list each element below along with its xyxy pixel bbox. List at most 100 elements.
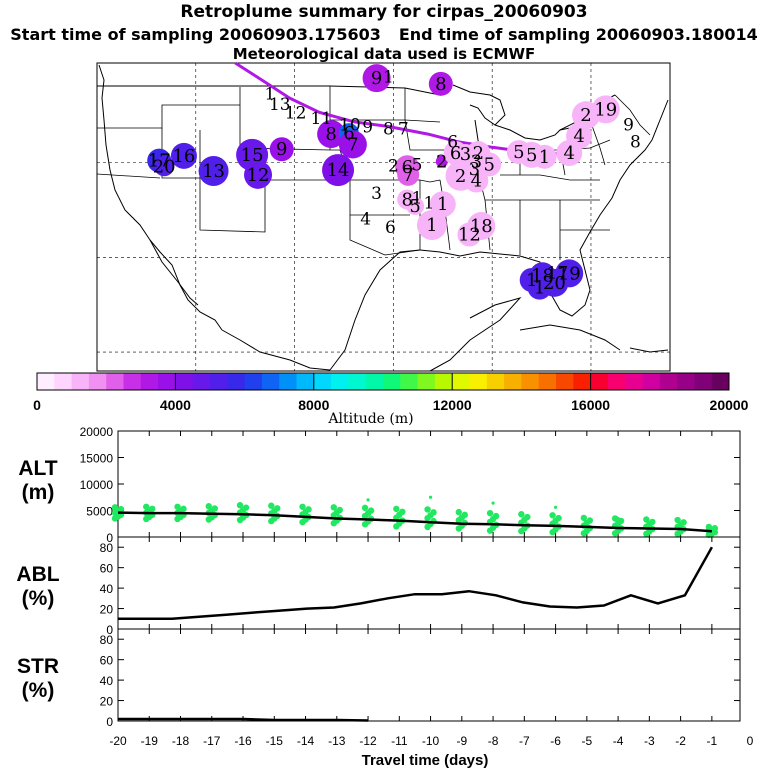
colorbar-cell — [486, 373, 505, 390]
colorbar-tick-label: 4000 — [160, 397, 191, 413]
particle-point — [555, 514, 562, 522]
particle-point — [111, 504, 119, 511]
plume-day-label: 5 — [513, 142, 524, 163]
x-tick-label: -12 — [359, 734, 377, 748]
plume-day-label: 8 — [630, 133, 641, 153]
plume-day-label: 7 — [398, 119, 409, 139]
plume-day-label: 3 — [469, 159, 480, 180]
particle-point — [586, 517, 594, 524]
y-tick-label: 40 — [100, 674, 114, 688]
plume-blob — [416, 210, 447, 241]
plume-day-label: 6 — [450, 143, 461, 164]
y-axis-label: ABL — [16, 563, 59, 586]
plume-day-label: 19 — [594, 99, 617, 120]
x-tick-label: -19 — [141, 734, 159, 748]
particle-point — [117, 505, 125, 513]
colorbar-cell — [607, 373, 626, 390]
colorbar-cell — [54, 373, 73, 390]
colorbar-cell — [573, 373, 592, 390]
plume-blob — [532, 144, 557, 169]
particle-point — [336, 506, 343, 514]
colorbar-cell — [659, 373, 678, 390]
particle-point — [428, 495, 433, 499]
plume-blob — [527, 275, 552, 300]
particle-point — [399, 508, 406, 516]
plume-day-label: 12 — [247, 165, 270, 186]
y-tick-label: 0 — [106, 623, 113, 637]
y-tick-label: 80 — [100, 541, 114, 555]
plume-day-label: 1 — [264, 84, 275, 104]
plume-day-label: 13 — [202, 161, 225, 182]
particle-point — [180, 505, 187, 513]
particle-point — [274, 505, 281, 512]
particle-point — [205, 503, 212, 510]
plume-blob — [244, 160, 273, 189]
particle-point — [143, 503, 150, 510]
y-axis-label: (%) — [22, 587, 55, 610]
plume-day-label: 15 — [241, 145, 264, 166]
plume-day-label: 13 — [269, 95, 291, 115]
particle-point — [491, 501, 495, 505]
colorbar-tick-labels: 0 4000 8000 12000 16000 20000 — [33, 373, 749, 413]
plume-day-label: 8 — [435, 74, 446, 95]
plume-day-label: 7 — [402, 165, 413, 186]
y-tick-label: 5000 — [86, 505, 113, 519]
plume-day-label: 17 — [547, 263, 569, 283]
particle-point — [366, 498, 370, 502]
panel-alt: 0 5000 10000 15000 20000 ALT(m) — [18, 425, 741, 545]
x-tick-label: -1 — [707, 734, 718, 748]
colorbar-cell — [417, 373, 436, 390]
particle-point — [330, 504, 337, 511]
colorbar-cell — [123, 373, 142, 390]
plume-blob — [457, 222, 482, 247]
x-tick-label: -7 — [519, 734, 530, 748]
x-tick-label: -14 — [297, 734, 315, 748]
chart-title: Retroplume summary for cirpas_20060903 — [180, 2, 588, 22]
colorbar-cell — [400, 373, 419, 390]
altitude-colorbar: 0 4000 8000 12000 16000 20000 Altitude (m) — [33, 372, 749, 427]
particle-point — [649, 518, 656, 526]
panel-str: 0 20 40 60 80 STR(%) — [17, 628, 741, 729]
plume-blob — [572, 101, 601, 130]
x-tick-label: -13 — [328, 734, 346, 748]
particle-point — [211, 505, 218, 512]
particle-point — [149, 505, 156, 513]
colorbar-frame — [36, 372, 730, 391]
particle-point — [616, 516, 620, 521]
plume-day-label: 20 — [153, 156, 176, 177]
colorbar-cell — [556, 373, 574, 390]
y-tick-label: 40 — [100, 582, 114, 596]
y-axis-label: (%) — [22, 679, 55, 702]
plume-day-label: 12 — [285, 103, 307, 123]
plume-blob — [198, 156, 229, 187]
colorbar-cell — [244, 373, 263, 390]
plume-day-label: 18 — [470, 216, 493, 237]
colorbar-cell — [210, 373, 228, 390]
y-tick-label: 20000 — [80, 425, 114, 439]
y-tick-label: 80 — [100, 633, 114, 647]
x-tick-label: -2 — [675, 734, 686, 748]
plume-day-label: 5 — [483, 154, 494, 175]
particle-point — [524, 513, 531, 521]
plume-day-label: 17 — [148, 151, 171, 172]
colorbar-cell — [590, 373, 609, 390]
plume-day-label: 6 — [447, 133, 458, 153]
particle-point — [174, 503, 181, 510]
plume-day-label: 4 — [360, 209, 371, 229]
plume-blob — [317, 120, 346, 149]
plume-day-label: 1 — [534, 278, 545, 299]
colorbar-cell — [521, 373, 540, 390]
plume-day-label: 9 — [362, 117, 373, 137]
particle-point — [549, 512, 556, 519]
plume-day-label: 1 — [426, 215, 437, 236]
plume-day-label: 8 — [325, 124, 336, 145]
particle-point — [393, 505, 400, 513]
plume-day-label: 6 — [385, 218, 396, 238]
plume-day-label: 3 — [460, 144, 471, 165]
x-tick-label: -11 — [391, 734, 408, 748]
plume-blob — [362, 64, 391, 93]
particle-point — [461, 511, 469, 519]
plume-day-label: 2 — [436, 152, 447, 173]
colorbar-cell — [642, 373, 661, 390]
